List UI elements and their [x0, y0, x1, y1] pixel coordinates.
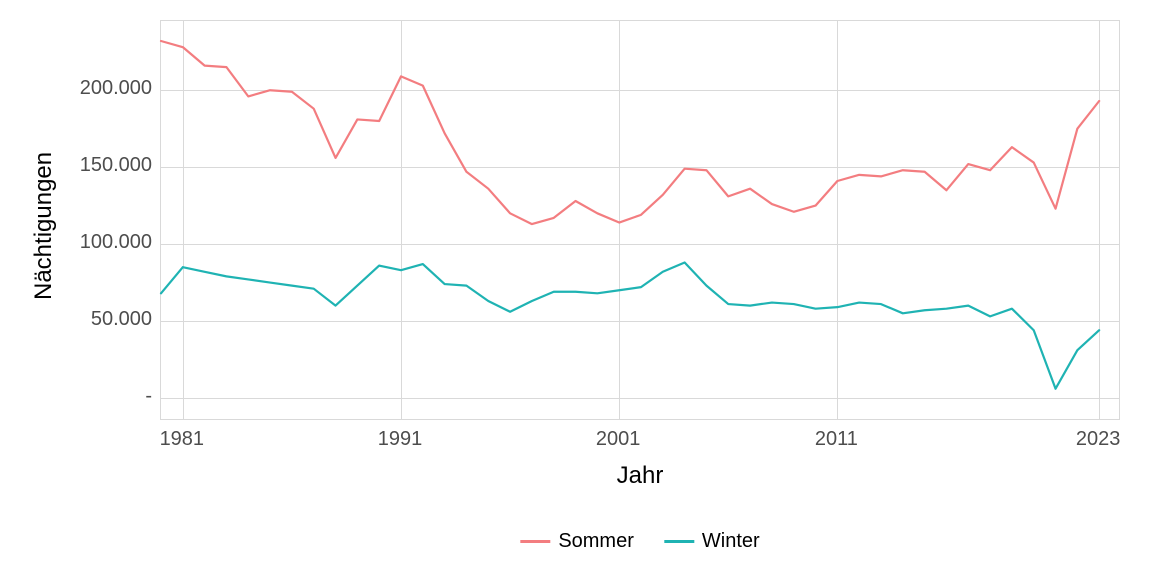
legend-label: Winter	[702, 530, 760, 553]
y-tick-label: 150.000	[80, 154, 152, 177]
x-tick-label: 2023	[1076, 428, 1121, 451]
series-layer	[161, 21, 1121, 421]
x-tick-label: 1991	[378, 428, 423, 451]
x-tick-label: 1981	[160, 428, 205, 451]
line-chart: - 50.000 100.000 150.000 200.000 1981 1991 200…	[0, 0, 1152, 576]
legend: Sommer Winter	[520, 530, 759, 553]
series-line-winter	[161, 263, 1099, 389]
series-line-sommer	[161, 41, 1099, 224]
y-tick-label: 100.000	[80, 231, 152, 254]
legend-swatch-winter	[664, 540, 694, 542]
legend-swatch-sommer	[520, 540, 550, 542]
y-axis-title: Nächtigungen	[30, 152, 58, 300]
legend-item-sommer: Sommer	[520, 530, 634, 553]
legend-label: Sommer	[558, 530, 634, 553]
x-tick-label: 2011	[815, 428, 858, 451]
x-axis-title: Jahr	[617, 462, 664, 490]
plot-panel	[160, 20, 1120, 420]
y-tick-label: 200.000	[80, 77, 152, 100]
y-tick-label: 50.000	[91, 308, 152, 331]
legend-item-winter: Winter	[664, 530, 760, 553]
x-tick-label: 2001	[596, 428, 641, 451]
y-tick-label: -	[145, 385, 152, 408]
